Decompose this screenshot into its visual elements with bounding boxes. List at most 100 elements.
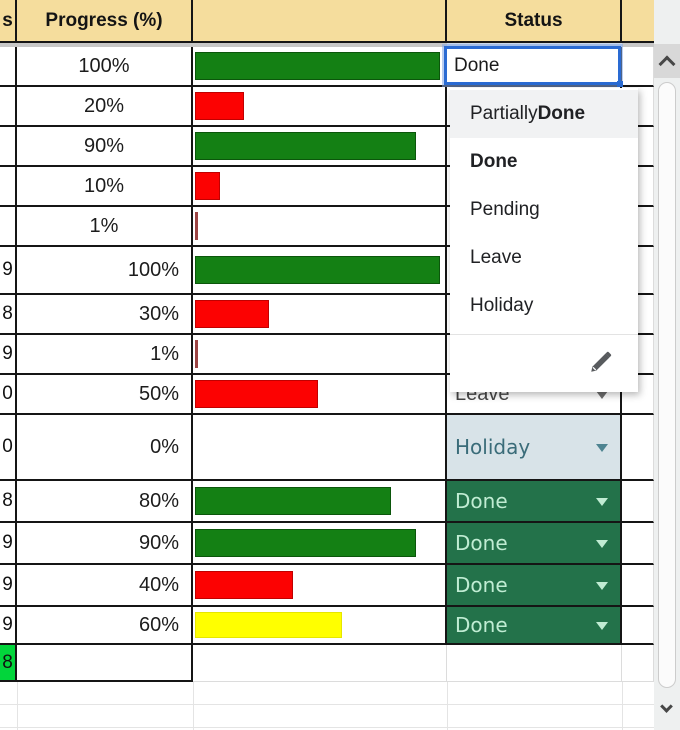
header-cell-cutoff[interactable]: s: [0, 0, 17, 43]
extra-cell[interactable]: [622, 415, 654, 481]
cutoff-cell[interactable]: 0: [0, 415, 17, 481]
progress-value: 90%: [138, 531, 179, 554]
bar-chart-cell[interactable]: [193, 607, 447, 645]
progress-cell[interactable]: 1%: [17, 335, 193, 375]
bar-chart-cell[interactable]: [193, 87, 447, 127]
progress-value: 1%: [89, 214, 119, 237]
progress-cell[interactable]: 100%: [17, 247, 193, 295]
status-value: Done: [455, 613, 508, 637]
bar-chart-cell[interactable]: [193, 127, 447, 167]
bar-chart-cell[interactable]: [193, 415, 447, 481]
status-cell[interactable]: Holiday: [447, 415, 622, 481]
cutoff-cell[interactable]: 9: [0, 607, 17, 645]
bar-chart-cell[interactable]: [193, 523, 447, 565]
bar-chart-cell[interactable]: [193, 47, 447, 87]
dropdown-item-text: Pending: [470, 199, 540, 220]
dropdown-arrow-icon[interactable]: [596, 444, 608, 452]
bar-chart-cell[interactable]: [193, 335, 447, 375]
progress-bar: [195, 529, 416, 557]
progress-cell[interactable]: 1%: [17, 207, 193, 247]
dropdown-item-done[interactable]: Done: [450, 138, 638, 186]
dropdown-arrow-icon[interactable]: [596, 582, 608, 590]
cutoff-cell[interactable]: 8: [0, 481, 17, 523]
cutoff-cell[interactable]: 8: [0, 295, 17, 335]
cutoff-cell-digit: 8: [2, 651, 13, 673]
dropdown-arrow-icon[interactable]: [596, 540, 608, 548]
dropdown-arrow-icon[interactable]: [596, 498, 608, 506]
dropdown-item-leave[interactable]: Leave: [450, 234, 638, 282]
dropdown-item-pending[interactable]: Pending: [450, 186, 638, 234]
header-cell-status[interactable]: Status: [447, 0, 622, 43]
cutoff-cell[interactable]: [0, 207, 17, 247]
progress-cell[interactable]: 90%: [17, 523, 193, 565]
cutoff-cell-digit: 0: [2, 383, 13, 404]
bar-chart-cell[interactable]: [193, 645, 447, 682]
cutoff-cell[interactable]: [0, 47, 17, 87]
dropdown-item-partially-done[interactable]: Partially Done: [450, 90, 638, 138]
extra-cell[interactable]: [622, 565, 654, 607]
cutoff-cell[interactable]: 8: [0, 645, 17, 682]
cutoff-cell[interactable]: [0, 87, 17, 127]
cutoff-cell[interactable]: [0, 127, 17, 167]
bar-chart-cell[interactable]: [193, 481, 447, 523]
progress-cell[interactable]: 50%: [17, 375, 193, 415]
extra-cell[interactable]: [622, 523, 654, 565]
header-cell-chart[interactable]: [193, 0, 447, 43]
bar-chart-cell[interactable]: [193, 565, 447, 607]
status-cell[interactable]: Done: [447, 565, 622, 607]
progress-value: 100%: [127, 258, 179, 281]
bar-chart-cell[interactable]: [193, 295, 447, 335]
status-cell[interactable]: [447, 645, 622, 682]
progress-cell[interactable]: 40%: [17, 565, 193, 607]
edit-dropdown-options-button[interactable]: [450, 335, 638, 392]
progress-cell[interactable]: 30%: [17, 295, 193, 335]
scroll-up-button[interactable]: [654, 44, 680, 78]
cutoff-cell[interactable]: 9: [0, 523, 17, 565]
bar-chart-cell[interactable]: [193, 247, 447, 295]
status-value: Done: [455, 489, 508, 513]
gridline: [0, 727, 654, 728]
scrollbar-thumb[interactable]: [658, 82, 676, 688]
progress-bar: [195, 256, 440, 284]
progress-bar: [195, 132, 416, 160]
progress-cell[interactable]: 60%: [17, 607, 193, 645]
dropdown-divider: [450, 334, 638, 335]
row-divider-strip: [0, 43, 654, 47]
bar-chart-cell[interactable]: [193, 375, 447, 415]
extra-cell[interactable]: [622, 645, 654, 682]
status-cell[interactable]: Done: [447, 607, 622, 645]
cutoff-cell-digit: 8: [2, 303, 13, 324]
progress-bar: [195, 380, 318, 408]
cutoff-cell[interactable]: 9: [0, 335, 17, 375]
status-cell[interactable]: Done: [447, 481, 622, 523]
extra-cell[interactable]: [622, 481, 654, 523]
dropdown-arrow-icon[interactable]: [596, 622, 608, 630]
cutoff-cell[interactable]: 0: [0, 375, 17, 415]
cutoff-cell[interactable]: [0, 167, 17, 207]
progress-value: 10%: [83, 174, 125, 197]
progress-cell[interactable]: 0%: [17, 415, 193, 481]
dropdown-arrow-icon[interactable]: [596, 391, 608, 399]
progress-bar: [195, 612, 342, 638]
fill-handle[interactable]: [617, 81, 623, 87]
header-cell-extra[interactable]: [622, 0, 654, 43]
progress-value: 60%: [138, 613, 179, 636]
progress-cell[interactable]: 20%: [17, 87, 193, 127]
dropdown-item-holiday[interactable]: Holiday: [450, 282, 638, 330]
status-value: Done: [455, 531, 508, 555]
status-dropdown-menu: Partially Done Done Pending Leave Holiday: [450, 88, 638, 392]
extra-cell[interactable]: [622, 607, 654, 645]
progress-cell[interactable]: 100%: [17, 47, 193, 87]
extra-cell[interactable]: [622, 47, 654, 87]
progress-cell[interactable]: 90%: [17, 127, 193, 167]
header-cell-progress[interactable]: Progress (%): [17, 0, 193, 43]
bar-chart-cell[interactable]: [193, 207, 447, 247]
bar-chart-cell[interactable]: [193, 167, 447, 207]
cutoff-cell[interactable]: 9: [0, 565, 17, 607]
status-cell[interactable]: Done: [447, 523, 622, 565]
active-cell-editor[interactable]: Done: [444, 46, 623, 87]
progress-cell[interactable]: 10%: [17, 167, 193, 207]
progress-cell[interactable]: [17, 645, 193, 682]
progress-cell[interactable]: 80%: [17, 481, 193, 523]
cutoff-cell[interactable]: 9: [0, 247, 17, 295]
